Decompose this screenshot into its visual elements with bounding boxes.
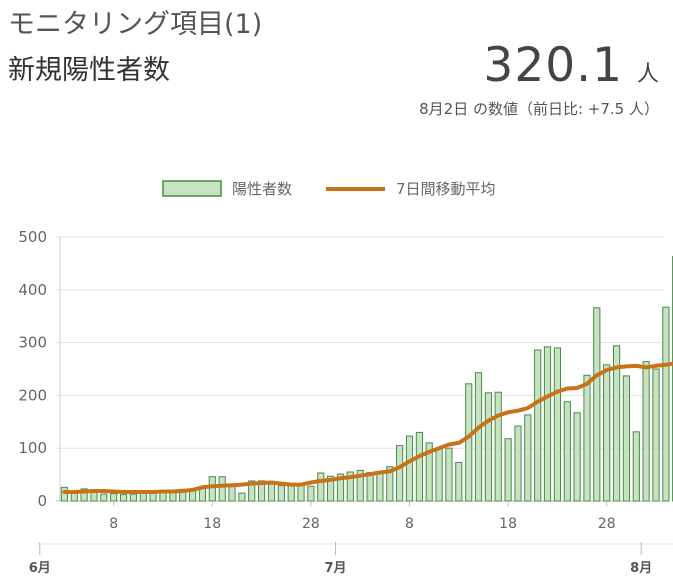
- bar: [593, 307, 601, 502]
- bar: [514, 425, 522, 502]
- metric-value-group: 320.1 人: [483, 38, 659, 93]
- bar: [622, 375, 630, 502]
- y-tick-label: 500: [18, 228, 47, 246]
- bar: [129, 493, 138, 502]
- y-tick-label: 300: [18, 334, 47, 352]
- bar: [110, 493, 118, 502]
- x-tick-label: 18: [203, 516, 221, 532]
- bar: [543, 346, 552, 502]
- bar: [425, 442, 433, 502]
- bar: [524, 414, 532, 502]
- month-label: 6月: [29, 561, 51, 576]
- bar: [642, 361, 650, 502]
- y-axis: 0 100 200 300 400 500: [18, 228, 61, 510]
- bar: [455, 462, 463, 502]
- bar: [396, 445, 404, 502]
- month-label: 8月: [630, 561, 652, 576]
- bar: [277, 485, 285, 502]
- y-tick-label: 100: [18, 439, 47, 457]
- bar: [327, 475, 335, 502]
- bar: [534, 349, 542, 502]
- bar: [208, 476, 216, 502]
- bar: [504, 438, 512, 502]
- month-label: 7月: [325, 561, 347, 576]
- bar: [356, 469, 364, 502]
- bar: [376, 471, 384, 502]
- x-tick-label: 28: [302, 516, 320, 532]
- bar: [563, 401, 571, 502]
- bar: [484, 392, 492, 502]
- bar: [336, 473, 345, 502]
- bar: [603, 364, 611, 502]
- bar: [228, 484, 236, 502]
- bar: [613, 345, 621, 502]
- bar: [386, 466, 394, 502]
- chart-legend: 陽性者数 7日間移動平均: [162, 180, 496, 198]
- metric-name: 新規陽性者数: [8, 55, 170, 86]
- bar: [435, 447, 443, 502]
- page-title: モニタリング項目(1): [8, 9, 263, 40]
- bar: [573, 412, 581, 502]
- bar: [583, 374, 591, 502]
- bar: [465, 383, 473, 502]
- y-tick-label: 0: [37, 492, 47, 510]
- bar: [120, 494, 128, 502]
- bar: [100, 493, 108, 502]
- bar: [553, 347, 561, 502]
- x-axis: 8 18 28 8 18 28 6月 7月 8月: [29, 501, 673, 576]
- x-tick-label: 8: [405, 516, 414, 532]
- bar-series: [60, 256, 673, 502]
- metric-value: 320.1: [483, 38, 623, 93]
- bar: [405, 435, 414, 502]
- x-tick-label: 18: [499, 516, 517, 532]
- bar: [415, 431, 423, 502]
- legend-label-line[interactable]: 7日間移動平均: [396, 180, 496, 198]
- x-tick-label: 8: [109, 516, 118, 532]
- bar: [317, 472, 325, 502]
- bar: [632, 431, 640, 502]
- legend-swatch-bar[interactable]: [162, 180, 222, 197]
- bar: [287, 484, 295, 502]
- moving-average-line: [62, 361, 673, 494]
- bar: [652, 368, 660, 502]
- bar: [267, 481, 276, 502]
- bar: [474, 372, 483, 502]
- bar: [307, 485, 315, 502]
- metric-unit: 人: [636, 62, 659, 87]
- bar: [238, 492, 246, 502]
- bar: [80, 488, 88, 502]
- bar: [662, 306, 670, 502]
- bar: [494, 391, 502, 502]
- bar: [366, 472, 374, 502]
- bar: [248, 480, 256, 502]
- bar: [198, 487, 207, 502]
- bar: [218, 476, 226, 502]
- moving-average-series: [62, 361, 673, 494]
- y-tick-label: 400: [18, 281, 47, 299]
- bar: [297, 484, 305, 502]
- bar: [60, 486, 68, 502]
- y-tick-label: 200: [18, 386, 47, 404]
- chart-grid: [56, 236, 664, 502]
- bar: [258, 480, 266, 502]
- legend-label-bar[interactable]: 陽性者数: [232, 180, 292, 198]
- bar: [346, 471, 354, 502]
- bar: [445, 447, 453, 502]
- metric-date-note: 8月2日 の数値（前日比: +7.5 人）: [419, 100, 659, 118]
- x-tick-label: 28: [598, 516, 616, 532]
- bar: [189, 490, 197, 502]
